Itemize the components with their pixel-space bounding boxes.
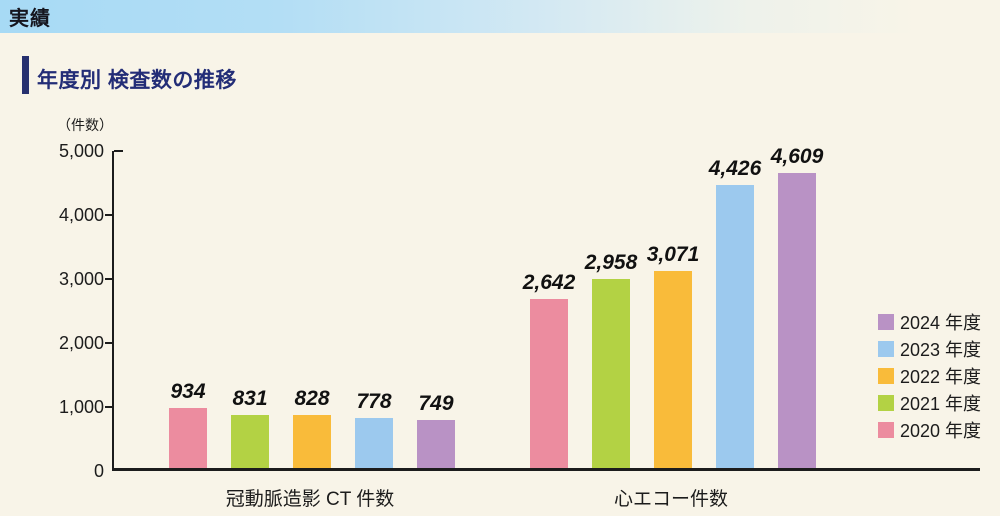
- legend-item: 2020 年度: [878, 421, 981, 441]
- bar-value-label: 4,426: [708, 157, 762, 180]
- legend-label: 2022 年度: [900, 367, 982, 387]
- y-tick-label: 4,000: [58, 205, 104, 225]
- legend-swatch: [878, 395, 894, 411]
- bar-value-label: 3,071: [646, 243, 700, 266]
- y-axis-tick: [105, 214, 112, 216]
- bar: 4,609: [771, 145, 823, 468]
- legend-swatch: [878, 368, 894, 384]
- bar: 2,642: [523, 271, 575, 468]
- bar-value-label: 2,642: [522, 271, 576, 294]
- legend-swatch: [878, 341, 894, 357]
- bar-value-label: 2,958: [584, 251, 638, 274]
- chart-legend: 2024 年度 2023 年度 2022 年度 2021 年度 2020 年度: [878, 313, 981, 449]
- x-category-label: 冠動脈造影 CT 件数: [225, 489, 395, 510]
- legend-label: 2024 年度: [900, 313, 982, 333]
- y-tick-label: 0: [93, 461, 104, 481]
- y-tick-label: 2,000: [58, 333, 104, 353]
- bar: 4,426: [709, 157, 761, 468]
- bar: 831: [231, 387, 269, 468]
- y-axis-tick: [105, 278, 112, 280]
- bar-group: 2,642 2,958 3,071 4,426 4,609: [523, 145, 823, 468]
- legend-label: 2021 年度: [900, 394, 982, 414]
- legend-swatch: [878, 314, 894, 330]
- legend-item: 2021 年度: [878, 394, 981, 414]
- bar-value-label: 749: [418, 392, 454, 415]
- bar-value-label: 828: [294, 387, 330, 410]
- y-axis-tick: [105, 406, 112, 408]
- bar-value-label: 4,609: [770, 145, 824, 168]
- x-category-label: 心エコー件数: [613, 489, 729, 510]
- legend-label: 2020 年度: [900, 421, 982, 441]
- title-accent-bar: [22, 56, 29, 94]
- legend-item: 2023 年度: [878, 340, 981, 360]
- banner-label: 実績: [9, 8, 51, 30]
- legend-label: 2023 年度: [900, 340, 982, 360]
- legend-item: 2022 年度: [878, 367, 981, 387]
- y-axis-unit-label: （件数）: [57, 117, 113, 133]
- y-tick-label: 3,000: [58, 269, 104, 289]
- bar: 749: [417, 392, 455, 468]
- bar: 2,958: [585, 251, 637, 468]
- legend-swatch: [878, 422, 894, 438]
- y-tick-label: 5,000: [58, 141, 104, 161]
- bar: 3,071: [647, 243, 699, 468]
- section-banner: 実績: [0, 0, 1000, 33]
- y-tick-label: 1,000: [58, 397, 104, 417]
- bar: 778: [355, 390, 393, 468]
- bar: 828: [293, 387, 331, 468]
- bar-value-label: 778: [356, 390, 392, 413]
- y-axis-tick: [105, 342, 112, 344]
- bar-value-label: 831: [232, 387, 268, 410]
- bar: 934: [169, 380, 207, 468]
- legend-item: 2024 年度: [878, 313, 981, 333]
- bar-value-label: 934: [170, 380, 206, 403]
- chart-title: 年度別 検査数の推移: [37, 69, 237, 92]
- plot-area: 934 831 828 778 749 2,642 2,958 3,071 4,426 4,609: [105, 145, 980, 471]
- bar-group: 934 831 828 778 749: [169, 380, 455, 468]
- y-axis-top-tick: [114, 150, 123, 152]
